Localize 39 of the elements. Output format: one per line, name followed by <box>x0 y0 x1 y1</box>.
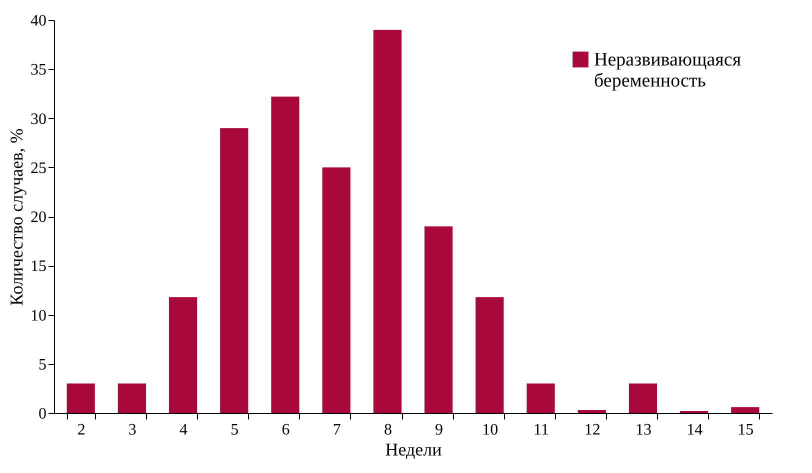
x-tick-label: 11 <box>534 422 549 438</box>
x-tick-label: 6 <box>282 422 290 438</box>
bar <box>578 410 606 413</box>
y-tick-label: 30 <box>30 110 46 128</box>
x-tick-label: 15 <box>738 422 754 438</box>
x-tick-label: 5 <box>230 422 239 438</box>
y-tick-label: 15 <box>30 258 46 276</box>
y-axis-title: Количество случаев, % <box>6 128 26 306</box>
bar <box>526 384 555 413</box>
bar <box>731 407 760 413</box>
bar <box>476 297 504 413</box>
bar <box>628 384 658 413</box>
y-tick-label: 0 <box>38 406 46 422</box>
bar <box>373 30 402 413</box>
x-tick-label: 14 <box>686 422 703 438</box>
bar <box>220 128 248 413</box>
y-tick-label: 35 <box>30 62 46 79</box>
x-tick-label: 13 <box>635 422 652 438</box>
bar <box>322 167 350 413</box>
legend-label: Неразвивающаяся беременность <box>594 50 742 92</box>
bar <box>118 384 146 413</box>
bar <box>168 297 198 413</box>
x-tick-label: 9 <box>435 422 444 438</box>
y-tick-label: 20 <box>30 209 46 226</box>
x-tick-label: 12 <box>584 422 600 438</box>
x-tick-label: 8 <box>384 422 392 438</box>
x-tick-label: 7 <box>332 422 341 438</box>
x-tick-label: 10 <box>482 422 498 438</box>
x-axis-title: Недели <box>385 440 442 460</box>
bar <box>271 96 300 413</box>
y-tick-label: 25 <box>30 160 46 177</box>
x-tick-label: 2 <box>77 422 86 438</box>
y-tick-label: 10 <box>30 307 46 324</box>
x-tick-label: 3 <box>128 422 136 438</box>
y-tick-label: 40 <box>30 12 46 30</box>
bar <box>66 384 95 413</box>
x-tick-label: 4 <box>180 422 188 438</box>
bar <box>424 226 453 413</box>
y-tick-label: 5 <box>38 356 46 374</box>
